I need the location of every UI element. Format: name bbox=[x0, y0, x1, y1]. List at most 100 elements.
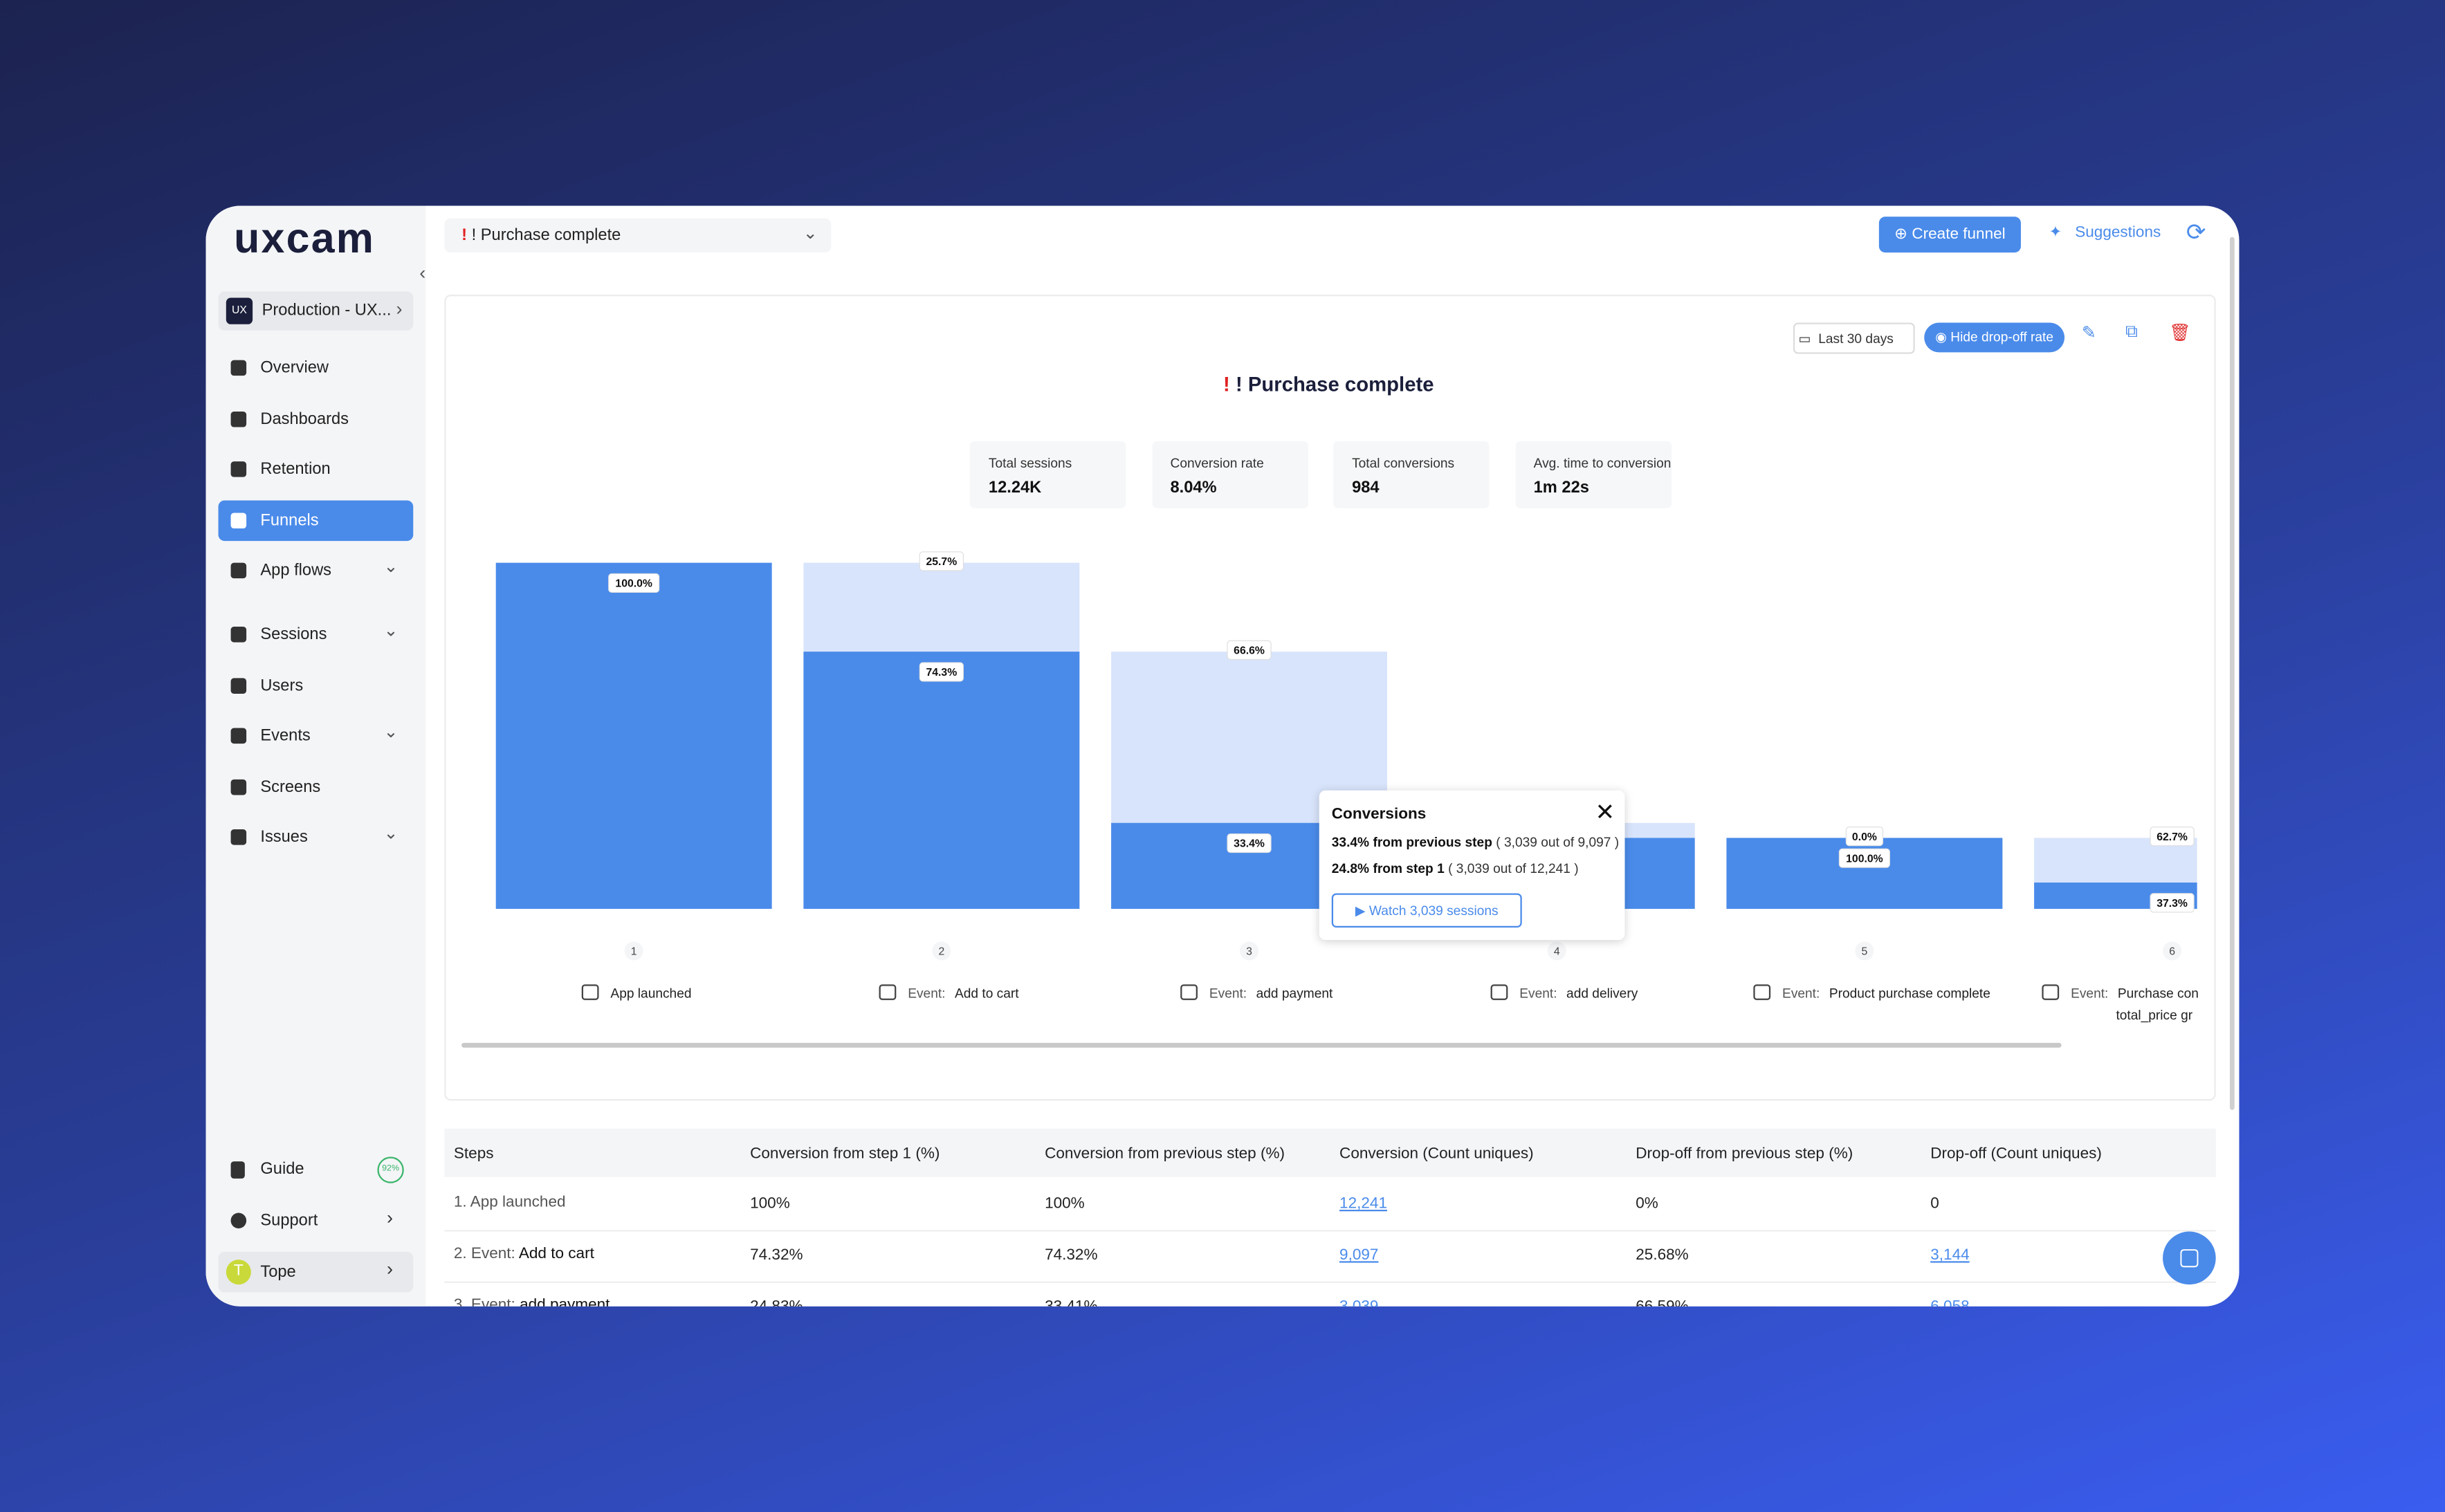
value-label-bg bbox=[608, 573, 660, 593]
step-detail: total_price gr bbox=[2116, 1008, 2192, 1023]
funnel-panel bbox=[444, 294, 2216, 1101]
count-link[interactable]: 6,058 bbox=[1930, 1298, 1969, 1306]
chevron: › bbox=[396, 297, 403, 320]
step-number-bg bbox=[1855, 941, 1874, 961]
tooltip-text: from step 1 bbox=[1373, 860, 1445, 876]
sidebar bbox=[205, 205, 426, 1307]
nav-label: Events bbox=[260, 726, 311, 746]
step-number-bg bbox=[1240, 941, 1259, 961]
column-header: Steps bbox=[453, 1145, 494, 1163]
step-prefix: Event: bbox=[1209, 986, 1247, 1001]
value-label: 100.0% bbox=[1846, 853, 1883, 865]
nav-icon bbox=[230, 728, 247, 744]
project-switcher[interactable]: UX Production - UX... › bbox=[218, 291, 414, 331]
watch-sessions-button[interactable]: ▶ Watch 3,039 sessions bbox=[1331, 893, 1522, 928]
stat-value: 984 bbox=[1352, 478, 1380, 497]
value-label-bg bbox=[2150, 827, 2195, 847]
step-number-bg bbox=[624, 941, 643, 961]
nav-item[interactable]: Users bbox=[219, 665, 414, 706]
nav-item[interactable]: Sessions ⌄ bbox=[219, 614, 414, 655]
nav-icon bbox=[230, 562, 247, 579]
delete-button[interactable]: 🗑 bbox=[2169, 324, 2191, 343]
step-icon bbox=[1490, 984, 1508, 1000]
column-header: Conversion from step 1 (%) bbox=[750, 1145, 940, 1163]
date-range-button[interactable]: ▭ Last 30 days bbox=[1793, 322, 1915, 354]
nav-label: Guide bbox=[260, 1159, 304, 1179]
nav-item[interactable]: Guide 92% bbox=[219, 1149, 414, 1190]
close-button[interactable]: ✕ bbox=[1595, 800, 1615, 827]
step-number: 2 bbox=[938, 946, 944, 957]
step-name: add payment bbox=[1256, 986, 1333, 1001]
step-name: Purchase con bbox=[2118, 986, 2199, 1001]
collapse-button[interactable]: ‹ bbox=[419, 261, 426, 284]
step-icon bbox=[879, 984, 897, 1000]
create-funnel-button[interactable]: ⊕ Create funnel bbox=[1878, 216, 2021, 253]
value-label-bg bbox=[1227, 640, 1272, 660]
funnel-select[interactable]: ! ! Purchase complete ⌄ bbox=[444, 218, 832, 253]
column-header: Conversion from previous step (%) bbox=[1045, 1145, 1285, 1163]
chat-button[interactable]: ▢ bbox=[2163, 1231, 2216, 1285]
suggestions-button[interactable]: ✦ Suggestions bbox=[2049, 224, 2161, 242]
stat-label: Conversion rate bbox=[1170, 455, 1264, 471]
step-prefix: Event: bbox=[1782, 986, 1820, 1001]
brand-logo[interactable]: uxcam bbox=[234, 215, 376, 262]
nav-item[interactable]: Screens bbox=[219, 767, 414, 808]
button-label: Create funnel bbox=[1912, 225, 2006, 243]
nav-item[interactable]: Funnels bbox=[218, 500, 414, 542]
step-label: Event: add delivery bbox=[1519, 986, 1638, 1001]
table-cell: 25.68% bbox=[1636, 1247, 1689, 1264]
nav-icon bbox=[230, 360, 247, 376]
refresh-button[interactable]: ⟳ bbox=[2186, 219, 2206, 247]
tooltip-row: 33.4% from previous step ( 3,039 out of … bbox=[1332, 834, 1619, 850]
stat-value: 8.04% bbox=[1170, 478, 1217, 497]
page-scrollbar[interactable] bbox=[2229, 237, 2235, 1110]
value-label: 33.4% bbox=[1234, 838, 1265, 850]
column-header: Drop-off from previous step (%) bbox=[1636, 1145, 1853, 1163]
nav-label: Issues bbox=[260, 827, 308, 847]
nav-item[interactable]: Retention bbox=[219, 449, 414, 490]
count-link[interactable]: 12,241 bbox=[1339, 1195, 1387, 1213]
guide-progress: 92% bbox=[377, 1156, 404, 1183]
chevron: ⌄ bbox=[383, 824, 399, 844]
conversion-bar bbox=[495, 562, 772, 909]
count-link[interactable]: 3,144 bbox=[1930, 1247, 1970, 1264]
count-link[interactable]: 9,097 bbox=[1339, 1247, 1379, 1264]
chevron: › bbox=[386, 1206, 393, 1229]
step-prefix: 1. App launched bbox=[453, 1194, 566, 1212]
table-cell: 74.32% bbox=[1045, 1247, 1098, 1264]
nav-label: Screens bbox=[260, 777, 321, 797]
edit-button[interactable]: ✎ bbox=[2081, 324, 2096, 343]
nav-item[interactable]: Issues ⌄ bbox=[219, 817, 414, 858]
value-label-bg bbox=[1845, 827, 1884, 847]
step-name: add payment bbox=[520, 1297, 610, 1307]
chevron: › bbox=[386, 1257, 393, 1280]
nav-item[interactable]: Overview bbox=[219, 348, 414, 389]
nav-label: App flows bbox=[260, 561, 332, 580]
count-link[interactable]: 3,039 bbox=[1339, 1298, 1378, 1306]
tooltip-title: Conversions bbox=[1331, 806, 1427, 824]
table-cell: 100% bbox=[750, 1195, 790, 1213]
stat-value: 1m 22s bbox=[1533, 478, 1589, 497]
nav-item[interactable]: App flows ⌄ bbox=[219, 551, 414, 591]
scrollbar[interactable] bbox=[461, 1042, 2062, 1048]
step-prefix: 2. Event: bbox=[453, 1245, 515, 1263]
funnel-select-text: ! Purchase complete bbox=[471, 225, 621, 245]
nav-item[interactable]: Support › bbox=[219, 1200, 414, 1241]
user-menu[interactable]: T Tope › bbox=[218, 1251, 414, 1293]
step-prefix: Event: bbox=[2071, 986, 2108, 1001]
nav-item[interactable]: Dashboards bbox=[219, 399, 414, 440]
project-icon: UX bbox=[226, 297, 253, 324]
nav-icon bbox=[230, 829, 247, 845]
step-number-bg bbox=[1547, 941, 1566, 961]
step-number: 6 bbox=[2169, 946, 2175, 957]
nav-icon bbox=[230, 678, 247, 694]
chevron: ⌄ bbox=[383, 723, 399, 742]
nav-item[interactable]: Events ⌄ bbox=[219, 716, 414, 757]
hide-dropoff-button[interactable]: ◉ Hide drop-off rate bbox=[1924, 322, 2065, 353]
step-icon bbox=[1180, 984, 1198, 1000]
duplicate-button[interactable]: ⧉ bbox=[2125, 322, 2138, 342]
step-icon bbox=[2042, 984, 2060, 1000]
step-label: Event: Add to cart bbox=[908, 986, 1019, 1001]
value-label-bg bbox=[2150, 893, 2195, 913]
